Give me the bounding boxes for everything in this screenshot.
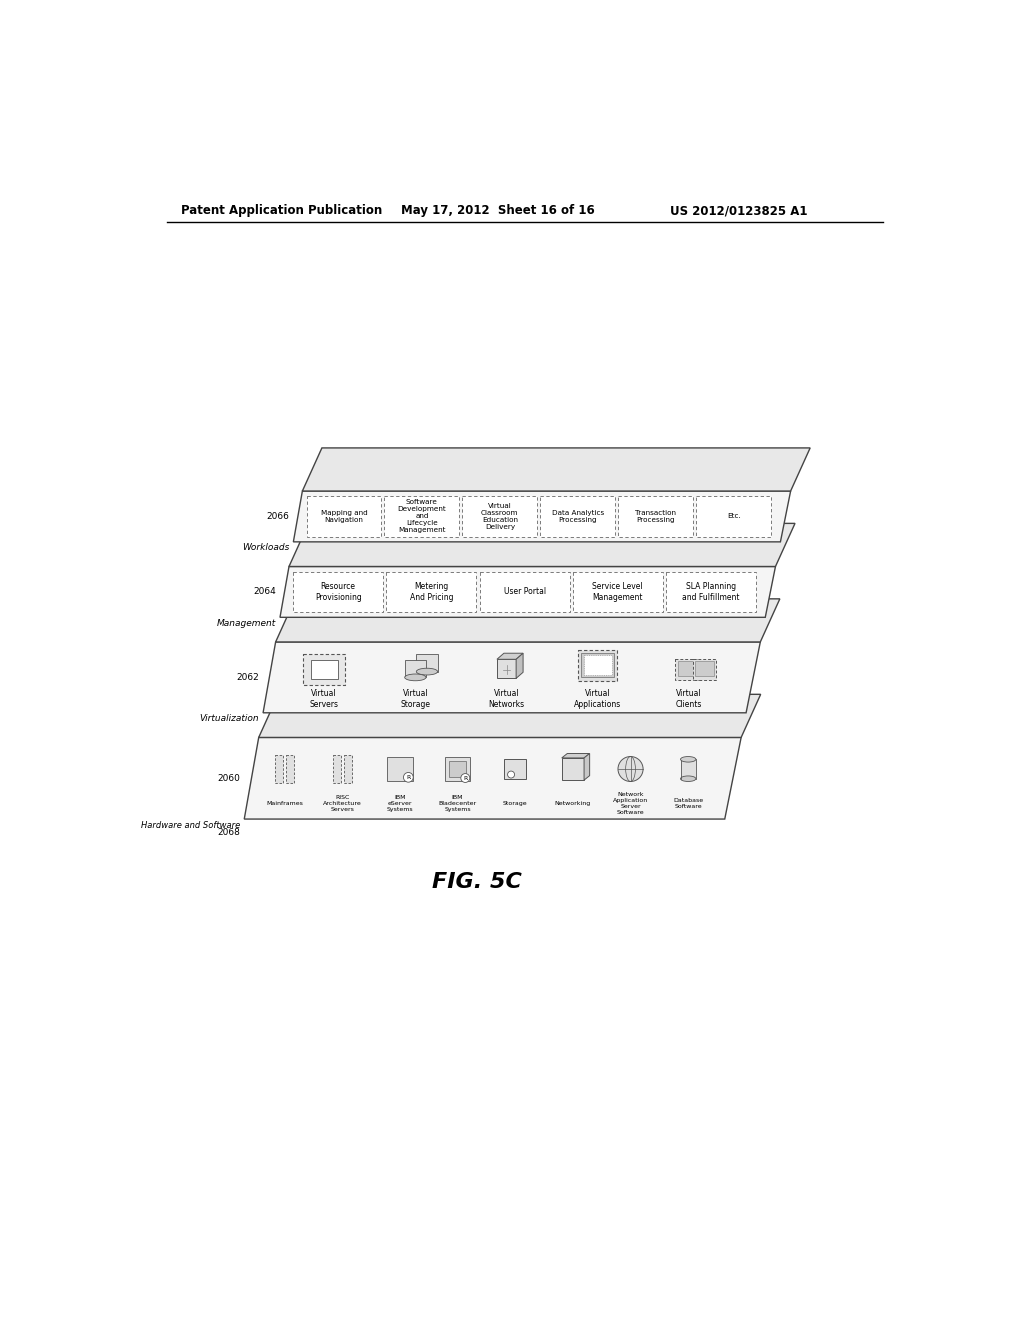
Text: 2068: 2068	[217, 829, 241, 837]
Polygon shape	[497, 653, 523, 659]
Circle shape	[508, 771, 515, 777]
Text: US 2012/0123825 A1: US 2012/0123825 A1	[671, 205, 808, 218]
Text: Service Level
Management: Service Level Management	[593, 582, 643, 602]
Text: Virtualization: Virtualization	[200, 714, 259, 723]
Text: Mainframes: Mainframes	[266, 801, 303, 807]
Polygon shape	[245, 738, 741, 818]
FancyBboxPatch shape	[286, 755, 295, 783]
Polygon shape	[516, 653, 523, 678]
FancyBboxPatch shape	[417, 655, 437, 672]
Polygon shape	[289, 524, 795, 566]
FancyBboxPatch shape	[303, 655, 345, 685]
Text: Management: Management	[217, 619, 276, 628]
FancyBboxPatch shape	[666, 572, 756, 611]
Polygon shape	[562, 754, 590, 758]
Text: RISC
Architecture
Servers: RISC Architecture Servers	[323, 796, 361, 812]
Text: Database
Software: Database Software	[673, 799, 703, 809]
Text: 2060: 2060	[217, 774, 241, 783]
Text: Patent Application Publication: Patent Application Publication	[180, 205, 382, 218]
FancyBboxPatch shape	[681, 759, 696, 779]
Text: R: R	[463, 776, 467, 780]
Text: Virtual
Clients: Virtual Clients	[676, 689, 702, 709]
FancyBboxPatch shape	[479, 572, 569, 611]
Polygon shape	[259, 694, 761, 738]
Text: Hardware and Software: Hardware and Software	[141, 821, 241, 829]
Text: Virtual
Applications: Virtual Applications	[574, 689, 622, 709]
FancyBboxPatch shape	[675, 659, 698, 680]
Circle shape	[403, 772, 414, 783]
FancyBboxPatch shape	[562, 758, 584, 780]
FancyBboxPatch shape	[344, 755, 352, 783]
Text: 2064: 2064	[253, 587, 276, 597]
Polygon shape	[280, 566, 775, 618]
Polygon shape	[293, 491, 791, 543]
Circle shape	[618, 756, 643, 781]
FancyBboxPatch shape	[463, 496, 538, 537]
FancyBboxPatch shape	[387, 756, 413, 781]
Text: Workloads: Workloads	[242, 544, 290, 552]
FancyBboxPatch shape	[445, 756, 470, 781]
Text: SLA Planning
and Fulfillment: SLA Planning and Fulfillment	[682, 582, 739, 602]
Text: IBM
Bladecenter
Systems: IBM Bladecenter Systems	[438, 796, 477, 812]
FancyBboxPatch shape	[579, 651, 617, 681]
FancyBboxPatch shape	[293, 572, 383, 611]
FancyBboxPatch shape	[450, 760, 466, 777]
Text: R: R	[407, 775, 411, 780]
FancyBboxPatch shape	[274, 755, 284, 783]
Polygon shape	[584, 754, 590, 780]
Ellipse shape	[681, 756, 696, 762]
FancyBboxPatch shape	[384, 496, 460, 537]
Text: Resource
Provisioning: Resource Provisioning	[314, 582, 361, 602]
Text: Data Analytics
Processing: Data Analytics Processing	[552, 510, 604, 523]
Text: Etc.: Etc.	[727, 513, 740, 520]
FancyBboxPatch shape	[696, 496, 771, 537]
FancyBboxPatch shape	[504, 759, 526, 779]
Text: Software
Development
and
Lifecycle
Management: Software Development and Lifecycle Manag…	[397, 499, 446, 533]
Text: Virtual
Storage: Virtual Storage	[400, 689, 430, 709]
FancyBboxPatch shape	[582, 653, 614, 677]
FancyBboxPatch shape	[333, 755, 341, 783]
Text: Virtual
Servers: Virtual Servers	[309, 689, 339, 709]
FancyBboxPatch shape	[541, 496, 615, 537]
Polygon shape	[302, 447, 810, 491]
FancyBboxPatch shape	[310, 660, 338, 680]
Text: Mapping and
Navigation: Mapping and Navigation	[321, 510, 368, 523]
Text: May 17, 2012  Sheet 16 of 16: May 17, 2012 Sheet 16 of 16	[400, 205, 595, 218]
FancyBboxPatch shape	[695, 661, 714, 676]
FancyBboxPatch shape	[404, 660, 426, 677]
Text: Networking: Networking	[555, 801, 591, 807]
FancyBboxPatch shape	[306, 496, 381, 537]
Text: FIG. 5C: FIG. 5C	[432, 873, 521, 892]
Text: Network
Application
Server
Software: Network Application Server Software	[613, 792, 648, 814]
FancyBboxPatch shape	[584, 655, 611, 675]
Text: Storage: Storage	[503, 801, 527, 807]
Ellipse shape	[681, 776, 696, 781]
Text: 2062: 2062	[237, 673, 259, 682]
Ellipse shape	[417, 668, 437, 675]
Text: 2066: 2066	[266, 512, 290, 521]
Ellipse shape	[404, 675, 426, 681]
FancyBboxPatch shape	[572, 572, 663, 611]
Text: Virtual
Classroom
Education
Delivery: Virtual Classroom Education Delivery	[481, 503, 518, 529]
Text: IBM
eServer
Systems: IBM eServer Systems	[387, 796, 414, 812]
Text: User Portal: User Portal	[504, 587, 546, 597]
Polygon shape	[263, 642, 760, 713]
FancyBboxPatch shape	[497, 659, 516, 678]
FancyBboxPatch shape	[386, 572, 476, 611]
FancyBboxPatch shape	[618, 496, 693, 537]
FancyBboxPatch shape	[693, 659, 716, 680]
FancyBboxPatch shape	[678, 661, 696, 676]
Text: Transaction
Processing: Transaction Processing	[635, 510, 676, 523]
Text: Virtual
Networks: Virtual Networks	[488, 689, 524, 709]
Polygon shape	[275, 599, 780, 642]
Text: Metering
And Pricing: Metering And Pricing	[410, 582, 454, 602]
Circle shape	[461, 774, 470, 783]
